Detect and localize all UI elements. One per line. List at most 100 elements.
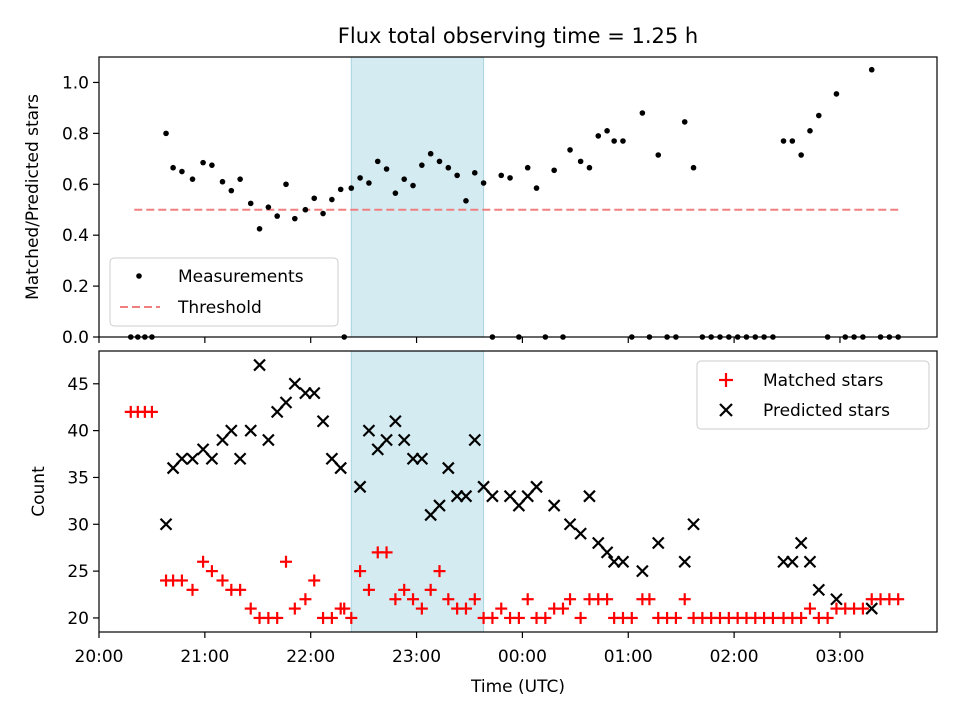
matched-stars-point [234,583,247,596]
bottom-x-axis-label: Time (UTC) [470,677,565,697]
measurement-point [292,215,298,222]
predicted-stars-point [687,518,700,531]
predicted-stars-point [812,583,826,597]
bottom-panel: 20 25 30 35 40 45 20:00 21:00 22:00 23:00 00:00 01… [29,350,938,697]
x-tick-label: 02:00 [710,647,759,667]
measurement-point [586,164,593,171]
predicted-stars-point [225,424,238,437]
measurement-point [179,168,185,175]
matched-stars-point [766,611,779,624]
matched-stars-point [539,611,552,624]
measurement-point [681,119,688,125]
measurement-point [463,198,469,204]
predicted-stars-point [600,546,614,559]
matched-stars-point [678,593,691,606]
predicted-stars-point [244,424,257,437]
top-axes-frame [98,56,938,338]
matched-stars-point [145,405,158,418]
matched-stars-point [803,602,816,615]
matched-stars-point [415,602,428,615]
chart-title: Flux total observing time = 1.25 h [338,24,698,48]
measurement-point [401,176,408,182]
matched-stars-point [205,565,218,578]
x-tick-label: 00:00 [498,647,547,667]
measurement-point [507,175,513,181]
measurement-point [524,164,531,171]
predicted-stars-point [186,452,199,465]
measurement-point [302,206,309,213]
matched-stars-point [345,611,358,624]
measurement-point [392,190,399,196]
measurement-point [247,200,254,207]
matched-stars-point [564,593,577,606]
measurement-point [436,158,443,165]
bottom-x-axis-ticks: 20:00 21:00 22:00 23:00 00:00 01:00 02:00 03:00 [75,632,864,667]
predicted-stars-point [574,527,587,540]
predicted-stars-point [380,433,393,447]
measurement-point [200,159,206,166]
matched-stars-point [407,593,420,606]
matched-stars-point [271,611,284,624]
predicted-stars-point [678,555,691,569]
predicted-stars-point [794,536,808,550]
measurement-point [690,164,697,171]
matched-stars-point [856,602,869,615]
matched-stars-point [892,593,905,606]
matched-stars-point [197,555,210,568]
bottom-y-axis-ticks: 20 25 30 35 40 45 [67,375,99,629]
predicted-stars-point [547,499,561,512]
matched-stars-point [495,602,508,615]
x-tick-label: 23:00 [392,647,441,667]
observing-window-shade-top [350,56,485,338]
measurement-point [329,196,335,203]
matched-stars-point [398,583,411,596]
matched-stars-point [459,602,472,615]
matched-stars-point [175,574,188,587]
measurement-point [780,138,787,144]
matched-stars-point [821,611,834,624]
matched-stars-point [643,593,656,606]
x-tick-label: 22:00 [286,647,335,667]
measurement-point [366,180,372,186]
predicted-stars-point [397,433,411,447]
measurement-point [219,178,226,185]
measurement-point [265,204,272,210]
measurement-point [833,91,840,97]
predicted-stars-point [651,536,665,550]
measurement-point [868,66,875,73]
measurement-point [567,147,573,153]
measurement-point [454,172,460,179]
matched-stars-point [795,611,808,624]
predicted-stars-point [307,386,321,400]
legend-measurements-label: Measurements [178,267,304,287]
measurement-point [163,130,169,137]
predicted-stars-point [288,377,302,391]
measurement-point [170,164,176,171]
predicted-stars-point [786,555,799,569]
predicted-stars-point [253,358,266,372]
measurement-point [798,152,804,158]
measurement-point [498,172,505,179]
matched-stars-point [338,602,351,615]
y-tick-label: 1.0 [62,73,89,93]
measurement-point [283,181,289,188]
measurement-point [427,150,434,157]
measurement-point [410,182,416,189]
measurement-point [357,175,363,181]
legend-matched-label: Matched stars [763,371,883,391]
measurement-point [471,170,478,176]
y-tick-label: 35 [67,468,89,488]
matched-stars-point [486,611,499,624]
top-panel: 0.0 0.2 0.4 0.6 0.8 1.0 Matched/Predicted sta… [23,56,938,348]
predicted-stars-point [279,396,293,409]
measurement-point [348,185,355,191]
predicted-stars-point [442,461,455,475]
measurement-point [189,176,196,182]
matched-stars-point [442,593,455,606]
predicted-stars-point [803,555,817,569]
y-tick-label: 30 [67,515,89,535]
measurement-point [611,138,617,144]
predicted-stars-point [362,424,376,437]
predicted-stars-point [262,433,275,447]
top-x-axis-ticks [98,337,841,343]
